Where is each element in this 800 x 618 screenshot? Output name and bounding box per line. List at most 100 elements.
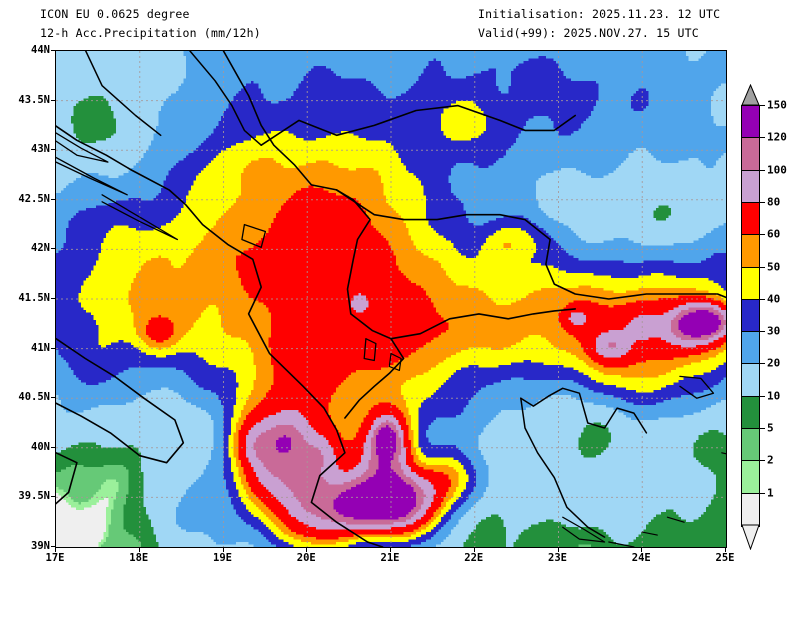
colorbar-band[interactable] bbox=[741, 266, 760, 300]
colorbar-tick bbox=[758, 266, 765, 268]
chalkidiki-coast bbox=[520, 387, 648, 434]
border-bih-serbia bbox=[189, 51, 262, 146]
map-frame bbox=[55, 50, 727, 548]
colorbar-label: 40 bbox=[767, 292, 781, 306]
border-macedonia-bulgaria-greece bbox=[335, 189, 726, 300]
colorbar-band[interactable] bbox=[741, 298, 760, 333]
lat-tick-label: 39N bbox=[31, 540, 50, 552]
border-bih-west bbox=[84, 51, 162, 137]
lake-ohrid bbox=[363, 338, 377, 362]
lat-tick-mark bbox=[51, 446, 56, 448]
lat-tick-label: 43N bbox=[31, 143, 50, 156]
lon-tick-mark bbox=[473, 547, 475, 552]
lon-tick-mark bbox=[557, 547, 559, 552]
lat-tick-mark bbox=[51, 99, 56, 101]
colorbar-band[interactable] bbox=[741, 460, 760, 494]
thasos-island bbox=[679, 375, 715, 399]
colorbar-band[interactable] bbox=[741, 169, 760, 203]
lon-tick-mark bbox=[222, 547, 224, 552]
italy-calabria-coast bbox=[56, 452, 78, 505]
map-gridlines bbox=[56, 51, 726, 547]
lat-tick-mark bbox=[51, 248, 56, 250]
model-name-label: ICON EU 0.0625 degree bbox=[40, 7, 190, 21]
colorbar-label: 120 bbox=[767, 130, 787, 144]
lat-tick-mark bbox=[51, 298, 56, 299]
colorbar-tick bbox=[758, 492, 765, 494]
lon-tick-label: 18E bbox=[129, 552, 149, 564]
lat-tick-label: 42N bbox=[31, 242, 50, 255]
lemnos-island bbox=[721, 452, 726, 455]
small-island bbox=[641, 531, 658, 536]
colorbar-band[interactable] bbox=[741, 492, 760, 527]
lon-tick-label: 22E bbox=[464, 552, 484, 564]
colorbar-band[interactable] bbox=[741, 428, 760, 462]
sporades-island bbox=[562, 516, 606, 543]
colorbar-tick bbox=[758, 201, 765, 203]
coastlines-and-borders bbox=[56, 51, 726, 547]
valid-time-label: Valid(+99): 2025.NOV.27. 15 UTC bbox=[478, 26, 699, 40]
italy-apulia-coast bbox=[56, 337, 185, 464]
colorbar-tick bbox=[758, 169, 765, 171]
colorbar-band[interactable] bbox=[741, 331, 760, 365]
colorbar-label: 80 bbox=[767, 195, 781, 209]
lat-tick-mark bbox=[51, 50, 56, 51]
colorbar-band[interactable] bbox=[741, 363, 760, 397]
lake-prespa bbox=[388, 353, 402, 371]
lat-tick-mark bbox=[51, 347, 56, 349]
lon-tick-label: 21E bbox=[380, 552, 400, 564]
lon-tick-mark bbox=[390, 547, 391, 552]
colorbar-under-arrow bbox=[741, 524, 760, 550]
colorbar-tick bbox=[758, 428, 765, 430]
colorbar-tick bbox=[758, 331, 765, 333]
colorbar-label: 5 bbox=[767, 421, 774, 435]
lon-tick-label: 24E bbox=[631, 552, 651, 564]
lon-tick-mark bbox=[641, 547, 643, 552]
field-name-label: 12-h Acc.Precipitation (mm/12h) bbox=[40, 26, 261, 40]
island-hvar bbox=[56, 132, 109, 163]
lake-skadar bbox=[241, 223, 267, 249]
border-montenegro-albania-macedonia bbox=[222, 51, 405, 419]
skyros-island bbox=[666, 516, 685, 523]
colorbar-tick bbox=[758, 460, 765, 462]
precipitation-fills bbox=[56, 51, 726, 547]
lat-tick-label: 44N bbox=[31, 44, 50, 56]
colorbar-label: 2 bbox=[767, 453, 774, 467]
colorbar-label: 50 bbox=[767, 260, 781, 274]
island-korcula bbox=[56, 156, 128, 196]
lat-tick-label: 39.5N bbox=[18, 490, 50, 503]
colorbar-band[interactable] bbox=[741, 395, 760, 430]
border-macedonia-greece bbox=[390, 308, 576, 340]
lat-tick-label: 43.5N bbox=[18, 93, 50, 106]
lat-tick-label: 40N bbox=[31, 440, 50, 453]
island-peninsula bbox=[101, 194, 179, 241]
colorbar-band[interactable] bbox=[741, 201, 760, 236]
colorbar-tick bbox=[758, 234, 765, 236]
colorbar-tick bbox=[758, 395, 765, 397]
lat-tick-mark bbox=[51, 198, 56, 200]
thessaly-coast bbox=[520, 397, 606, 538]
lon-tick-label: 20E bbox=[296, 552, 316, 564]
precipitation-colorbar[interactable]: 150 120 100 80 60 50 40 30 20 10 5 2 1 bbox=[741, 99, 787, 527]
colorbar-band[interactable] bbox=[741, 234, 760, 268]
colorbar-label: 1 bbox=[767, 486, 774, 500]
lon-tick-mark bbox=[55, 547, 56, 552]
colorbar-band[interactable] bbox=[741, 137, 760, 171]
lon-tick-mark bbox=[725, 547, 726, 552]
colorbar-label: 30 bbox=[767, 324, 781, 338]
adriatic-ionian-coast bbox=[56, 125, 384, 547]
lat-tick-mark bbox=[51, 546, 56, 547]
lon-tick-mark bbox=[306, 547, 308, 552]
lat-tick-label: 41.5N bbox=[18, 292, 50, 304]
colorbar-tick bbox=[758, 363, 765, 365]
colorbar-over-arrow bbox=[741, 84, 760, 106]
colorbar-label: 10 bbox=[767, 389, 781, 403]
lon-tick-mark bbox=[138, 547, 140, 552]
colorbar-label: 150 bbox=[767, 98, 787, 112]
lat-tick-mark bbox=[51, 496, 56, 498]
lon-tick-label: 17E bbox=[45, 552, 65, 564]
lat-tick-mark bbox=[51, 397, 56, 399]
colorbar-band[interactable] bbox=[741, 105, 760, 139]
border-serbia-north bbox=[260, 104, 576, 146]
colorbar-tick bbox=[758, 298, 765, 300]
